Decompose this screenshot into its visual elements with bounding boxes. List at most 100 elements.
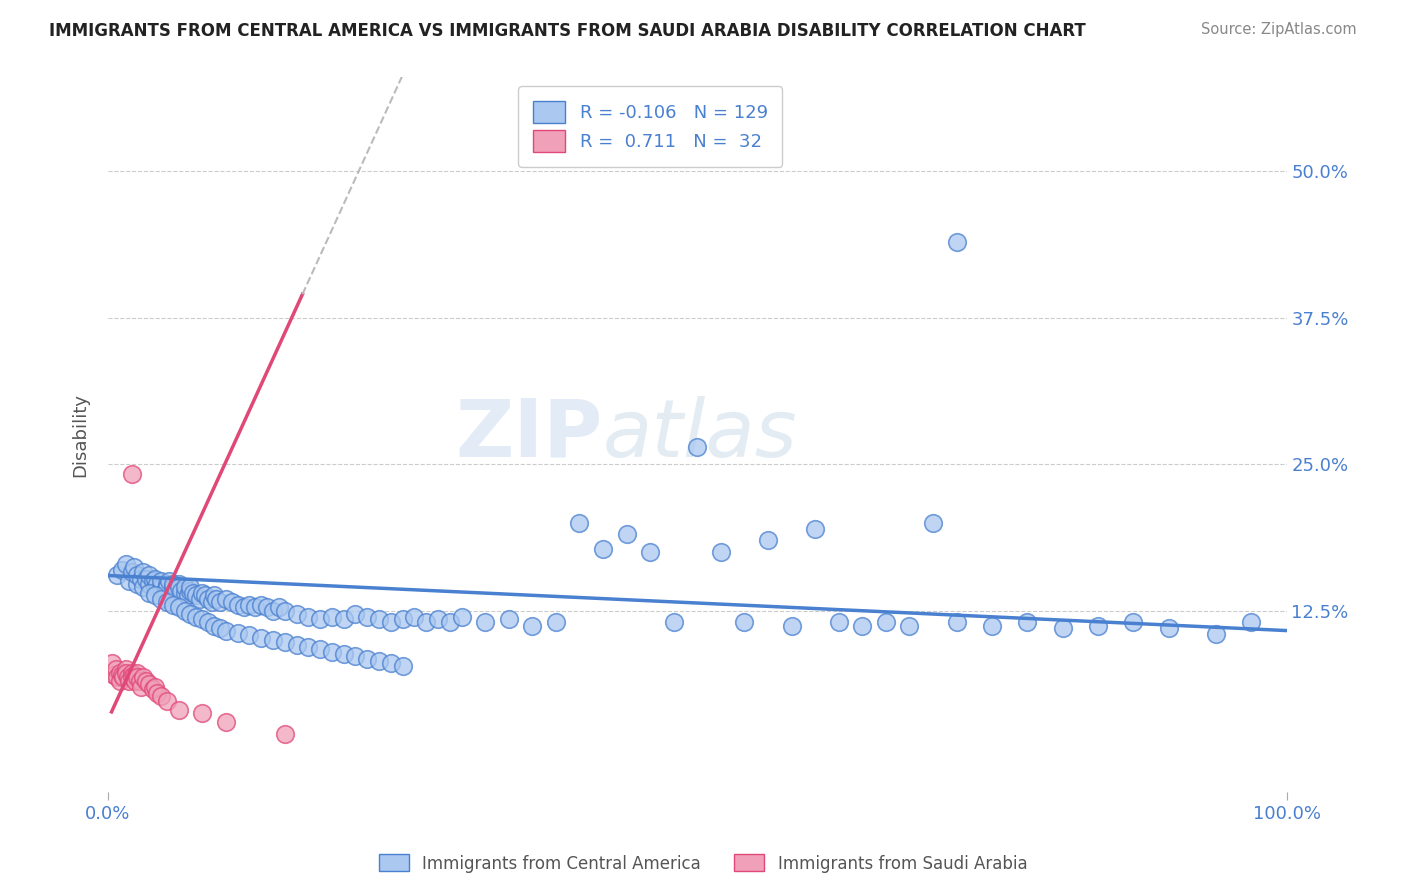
Point: [250, 631, 273, 645]
Point: [107, 670, 129, 684]
Point: [981, 619, 1004, 633]
Point: [285, 638, 308, 652]
Point: [135, 673, 157, 688]
Point: [165, 583, 187, 598]
Point: [150, 591, 173, 606]
Point: [368, 612, 391, 626]
Point: [186, 589, 208, 603]
Point: [121, 467, 143, 481]
Point: [142, 682, 165, 697]
Point: [215, 714, 238, 729]
Point: [197, 591, 219, 606]
Point: [522, 619, 544, 633]
Point: [332, 612, 354, 626]
Point: [321, 609, 343, 624]
Point: [638, 545, 661, 559]
Point: [592, 541, 614, 556]
Point: [297, 640, 319, 654]
Point: [122, 560, 145, 574]
Point: [121, 670, 143, 684]
Point: [201, 595, 224, 609]
Point: [238, 598, 260, 612]
Point: [332, 647, 354, 661]
Point: [150, 580, 173, 594]
Point: [186, 609, 208, 624]
Point: [226, 598, 249, 612]
Point: [132, 580, 155, 594]
Point: [173, 604, 195, 618]
Point: [274, 604, 297, 618]
Point: [143, 572, 166, 586]
Point: [285, 607, 308, 622]
Point: [191, 612, 214, 626]
Point: [205, 591, 228, 606]
Point: [143, 589, 166, 603]
Point: [108, 665, 131, 680]
Point: [191, 706, 214, 720]
Point: [232, 600, 254, 615]
Point: [922, 516, 945, 530]
Point: [616, 527, 638, 541]
Point: [153, 583, 176, 598]
Point: [686, 440, 709, 454]
Point: [127, 568, 149, 582]
Point: [156, 595, 179, 609]
Point: [356, 609, 378, 624]
Point: [177, 589, 200, 603]
Point: [162, 576, 184, 591]
Text: ZIP: ZIP: [456, 396, 603, 474]
Point: [156, 694, 179, 708]
Text: atlas: atlas: [603, 396, 797, 474]
Point: [262, 632, 284, 647]
Point: [250, 598, 273, 612]
Point: [427, 612, 450, 626]
Point: [156, 580, 179, 594]
Point: [851, 619, 873, 633]
Point: [380, 615, 402, 630]
Point: [756, 533, 779, 548]
Point: [167, 703, 190, 717]
Point: [103, 668, 125, 682]
Point: [662, 615, 685, 630]
Point: [498, 612, 520, 626]
Point: [138, 677, 160, 691]
Point: [245, 600, 267, 615]
Point: [544, 615, 567, 630]
Point: [127, 665, 149, 680]
Point: [132, 565, 155, 579]
Point: [138, 586, 160, 600]
Point: [197, 615, 219, 630]
Legend: Immigrants from Central America, Immigrants from Saudi Arabia: Immigrants from Central America, Immigra…: [373, 847, 1033, 880]
Point: [167, 600, 190, 615]
Point: [344, 649, 367, 664]
Legend: R = -0.106   N = 129, R =  0.711   N =  32: R = -0.106 N = 129, R = 0.711 N = 32: [519, 87, 782, 167]
Point: [568, 516, 591, 530]
Point: [156, 576, 179, 591]
Point: [188, 591, 211, 606]
Point: [122, 668, 145, 682]
Point: [167, 580, 190, 594]
Point: [208, 621, 231, 635]
Point: [170, 583, 193, 598]
Point: [143, 680, 166, 694]
Point: [262, 604, 284, 618]
Point: [173, 586, 195, 600]
Point: [356, 651, 378, 665]
Point: [128, 673, 150, 688]
Point: [118, 574, 141, 589]
Point: [111, 668, 134, 682]
Point: [114, 557, 136, 571]
Text: IMMIGRANTS FROM CENTRAL AMERICA VS IMMIGRANTS FROM SAUDI ARABIA DISABILITY CORRE: IMMIGRANTS FROM CENTRAL AMERICA VS IMMIG…: [49, 22, 1085, 40]
Point: [127, 670, 149, 684]
Point: [202, 619, 225, 633]
Y-axis label: Disability: Disability: [72, 392, 89, 477]
Point: [733, 615, 755, 630]
Point: [162, 598, 184, 612]
Point: [181, 586, 204, 600]
Point: [157, 574, 180, 589]
Point: [380, 657, 402, 671]
Point: [112, 670, 135, 684]
Point: [945, 235, 967, 249]
Point: [344, 607, 367, 622]
Point: [179, 607, 201, 622]
